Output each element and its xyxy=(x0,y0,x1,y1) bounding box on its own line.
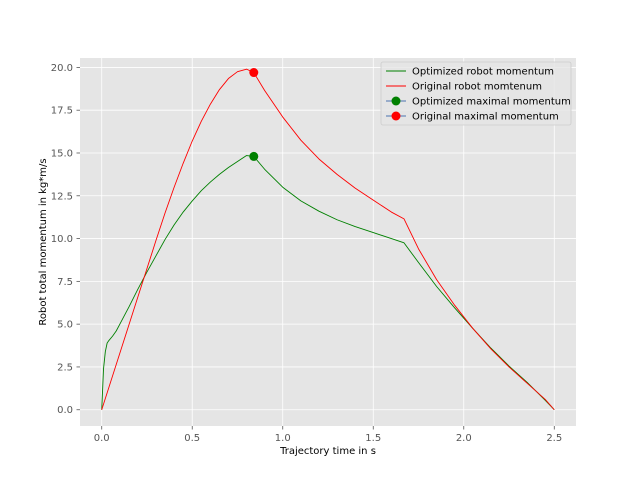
y-tick-label: 0.0 xyxy=(57,405,73,416)
max-momentum-marker-2 xyxy=(249,151,259,161)
y-tick-label: 15.0 xyxy=(51,148,73,159)
legend-label: Optimized maximal momentum xyxy=(412,97,571,108)
x-tick-label: 1.5 xyxy=(365,433,381,444)
legend-label: Original robot momtenum xyxy=(412,82,542,93)
legend-label: Original maximal momentum xyxy=(412,112,559,123)
x-tick-label: 1.0 xyxy=(275,433,291,444)
y-tick-label: 17.5 xyxy=(51,106,73,117)
series-line-1 xyxy=(101,68,555,411)
x-tick-label: 0.5 xyxy=(184,433,200,444)
y-axis-label: Robot total momentum in kg*m/s xyxy=(38,158,49,325)
legend: Optimized robot momentum Original robot m… xyxy=(380,61,572,126)
y-tick-label: 5.0 xyxy=(57,320,73,331)
x-tick-label: 2.5 xyxy=(546,433,562,444)
y-tick-label: 2.5 xyxy=(57,362,73,373)
x-axis-label: Trajectory time in s xyxy=(279,446,376,457)
y-tick-label: 7.5 xyxy=(57,277,73,288)
grid-lines xyxy=(80,58,576,426)
y-tick-label: 20.0 xyxy=(51,63,73,74)
max-momentum-marker-3 xyxy=(249,68,259,78)
y-tick-label: 10.0 xyxy=(51,234,73,245)
legend-label: Optimized robot momentum xyxy=(412,67,554,78)
legend-marker-swatch xyxy=(391,96,401,106)
x-tick-label: 0.0 xyxy=(94,433,110,444)
series-layer xyxy=(101,68,555,411)
legend-box xyxy=(380,61,572,126)
y-tick-label: 12.5 xyxy=(51,191,73,202)
axis-ticks: 0.0 0.5 1.0 1.5 2.0 2.5 0.0 2.5 5.0 7.5 10.0 12.5 15… xyxy=(51,63,562,444)
series-line-0 xyxy=(101,155,555,411)
legend-marker-swatch xyxy=(391,111,401,121)
x-tick-label: 2.0 xyxy=(456,433,472,444)
